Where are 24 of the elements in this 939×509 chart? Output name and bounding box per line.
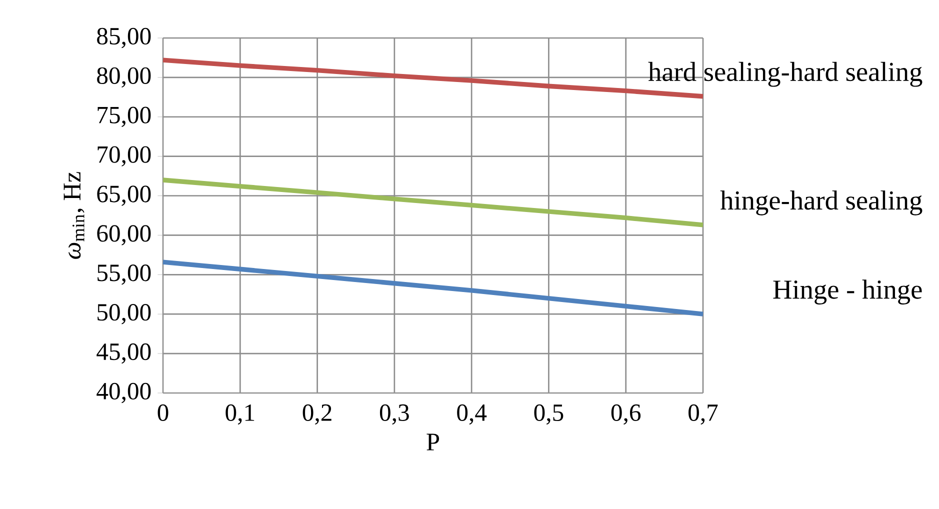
y-tick-label: 40,00 <box>96 382 151 404</box>
x-tick-label: 0,7 <box>688 404 718 425</box>
y-tick-label: 85,00 <box>97 28 151 48</box>
series-label: hard sealing-hard sealing <box>648 62 922 87</box>
x-tick-label: 0 <box>158 404 168 422</box>
x-tick-label: 0,6 <box>611 404 641 425</box>
y-tick-label: 80,00 <box>97 67 151 88</box>
y-tick-label: 70,00 <box>98 146 151 166</box>
series-label: hinge-hard sealing <box>720 190 922 216</box>
y-tick-label: 65,00 <box>97 186 151 206</box>
y-tick-label: 55,00 <box>98 264 151 285</box>
y-axis-title: ω$_{min}$, Hz <box>64 172 84 259</box>
line-series <box>160 58 706 99</box>
x-tick-label: 0,3 <box>380 404 409 425</box>
x-tick-label: 0,4 <box>457 404 487 425</box>
x-tick-label: 0,5 <box>534 404 564 425</box>
x-tick-label: 0,1 <box>226 404 254 425</box>
text: Hinge - hinge <box>773 280 922 304</box>
y-tick-label: 60,00 <box>97 225 151 246</box>
y-tick-label: 75,00 <box>98 106 151 127</box>
x-tick-label: 0,2 <box>302 404 332 425</box>
y-tick-label: 50,00 <box>98 304 151 324</box>
y-tick-label: 45,00 <box>96 343 151 364</box>
x-axis-title: P <box>426 434 440 450</box>
